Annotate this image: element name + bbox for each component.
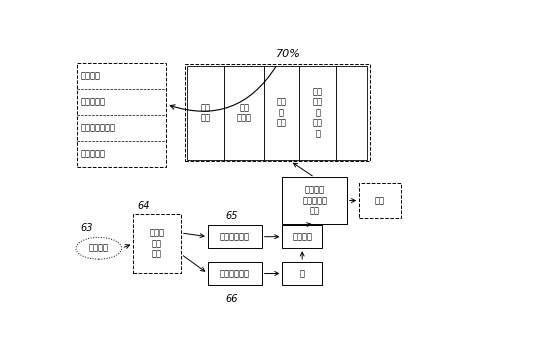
Text: 銃に
弾丸
を
込め
る: 銃に 弾丸 を 込め る — [313, 87, 323, 138]
Bar — [264, 65, 299, 160]
Bar — [187, 65, 225, 160]
Text: 霧: 霧 — [300, 269, 304, 278]
Text: アクター: アクター — [89, 244, 109, 253]
Bar — [208, 225, 262, 248]
Text: コンテクスト: コンテクスト — [220, 269, 250, 278]
Text: 対象に命中: 対象に命中 — [81, 97, 105, 106]
Text: 63: 63 — [81, 223, 93, 233]
Text: 対象
を
観る: 対象 を 観る — [277, 98, 286, 127]
Bar — [208, 262, 262, 285]
Bar — [282, 225, 322, 248]
Text: 銃を発射: 銃を発射 — [81, 72, 101, 80]
Bar — [225, 65, 264, 160]
Bar — [359, 183, 401, 218]
Bar — [77, 63, 166, 166]
Text: 銃を
調整: 銃を 調整 — [201, 103, 211, 122]
Bar — [133, 214, 181, 273]
Bar — [299, 65, 337, 160]
Text: 70%: 70% — [276, 49, 301, 59]
Bar — [185, 64, 370, 161]
Bar — [282, 177, 347, 224]
Text: 爆発を回避: 爆発を回避 — [81, 149, 105, 158]
Text: 成功: 成功 — [375, 196, 385, 205]
Text: 霧の中で
スコープを
使用: 霧の中で スコープを 使用 — [302, 186, 327, 216]
Text: 65: 65 — [226, 211, 238, 221]
Text: 66: 66 — [226, 294, 238, 304]
Text: スキル
価値
知識: スキル 価値 知識 — [150, 229, 165, 258]
Ellipse shape — [76, 238, 121, 259]
Bar — [337, 65, 368, 160]
Text: 銃を
向ける: 銃を 向ける — [236, 103, 251, 122]
Text: 64: 64 — [137, 201, 150, 211]
Text: オブジェクト: オブジェクト — [220, 232, 250, 241]
Text: スコープ: スコープ — [292, 232, 312, 241]
Text: 他の物体を回避: 他の物体を回避 — [81, 123, 116, 132]
Bar — [282, 262, 322, 285]
